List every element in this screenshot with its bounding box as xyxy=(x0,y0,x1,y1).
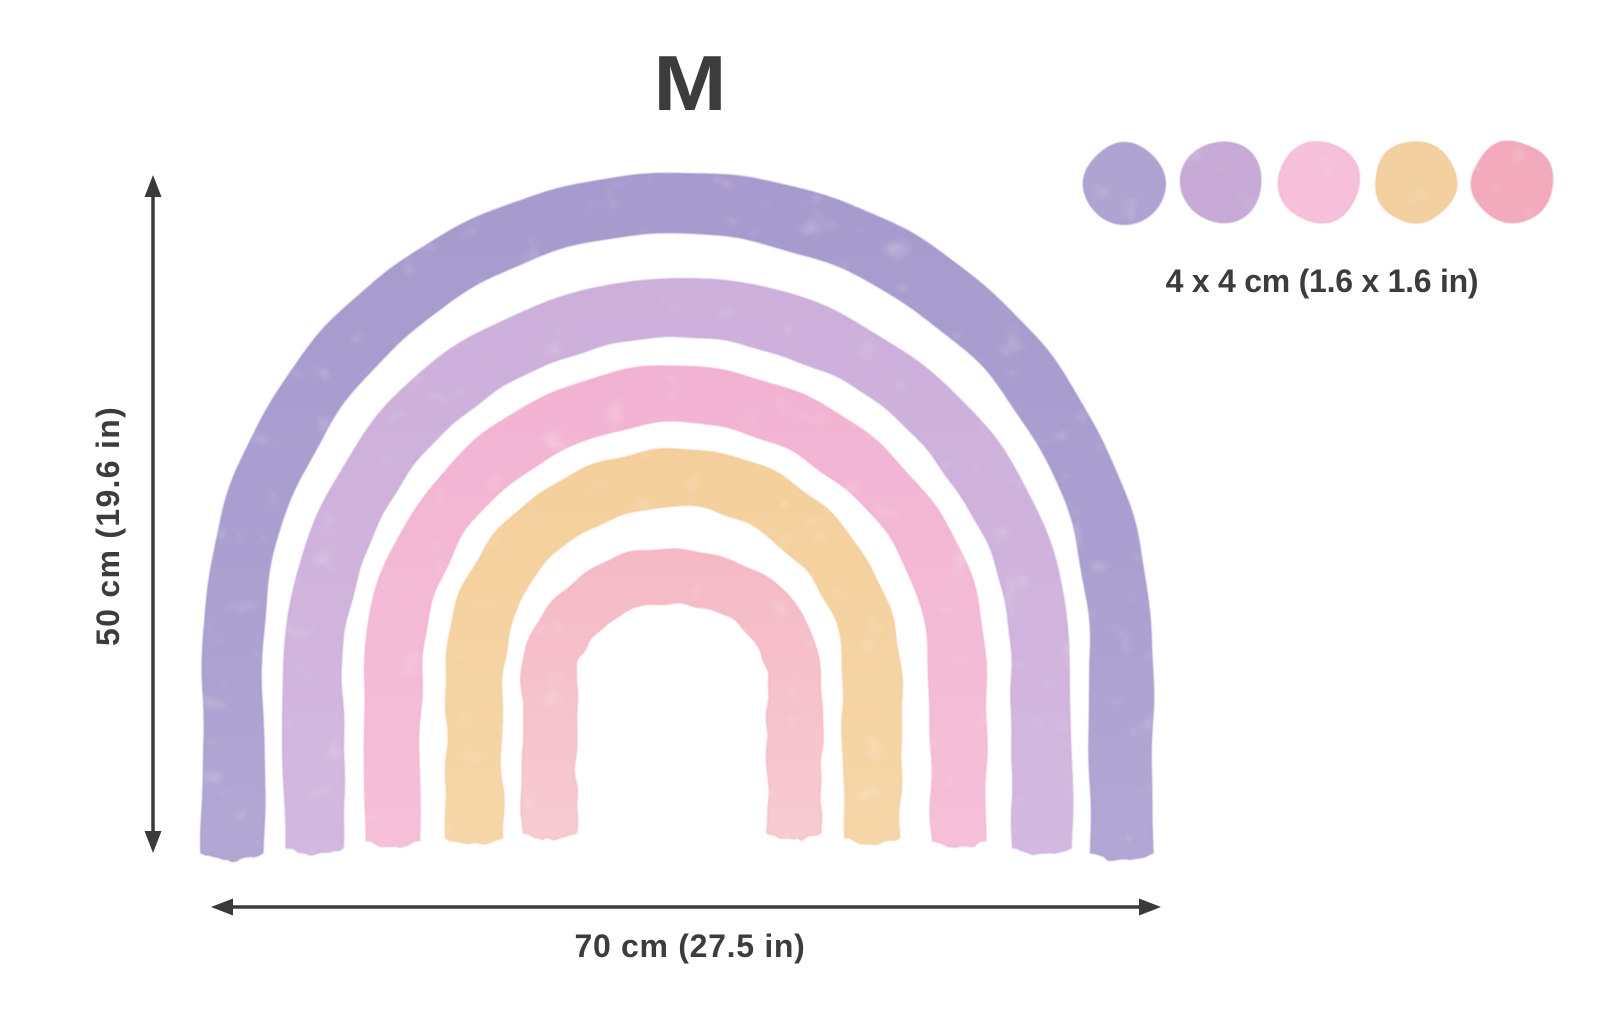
svg-text:70 cm (27.5 in): 70 cm (27.5 in) xyxy=(574,928,805,964)
svg-text:M: M xyxy=(653,40,726,127)
svg-text:4 x 4 cm (1.6 x 1.6 in): 4 x 4 cm (1.6 x 1.6 in) xyxy=(1166,263,1479,299)
svg-text:50 cm (19.6 in): 50 cm (19.6 in) xyxy=(90,406,126,646)
